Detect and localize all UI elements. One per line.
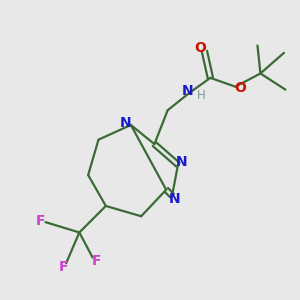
Text: N: N [120, 116, 131, 130]
Text: N: N [182, 84, 193, 98]
Text: F: F [36, 214, 45, 228]
Text: N: N [169, 192, 181, 206]
Text: O: O [234, 81, 246, 95]
Text: N: N [176, 155, 187, 170]
Text: F: F [58, 260, 68, 274]
Text: O: O [195, 41, 207, 55]
Text: F: F [92, 254, 101, 268]
Text: H: H [197, 89, 206, 102]
